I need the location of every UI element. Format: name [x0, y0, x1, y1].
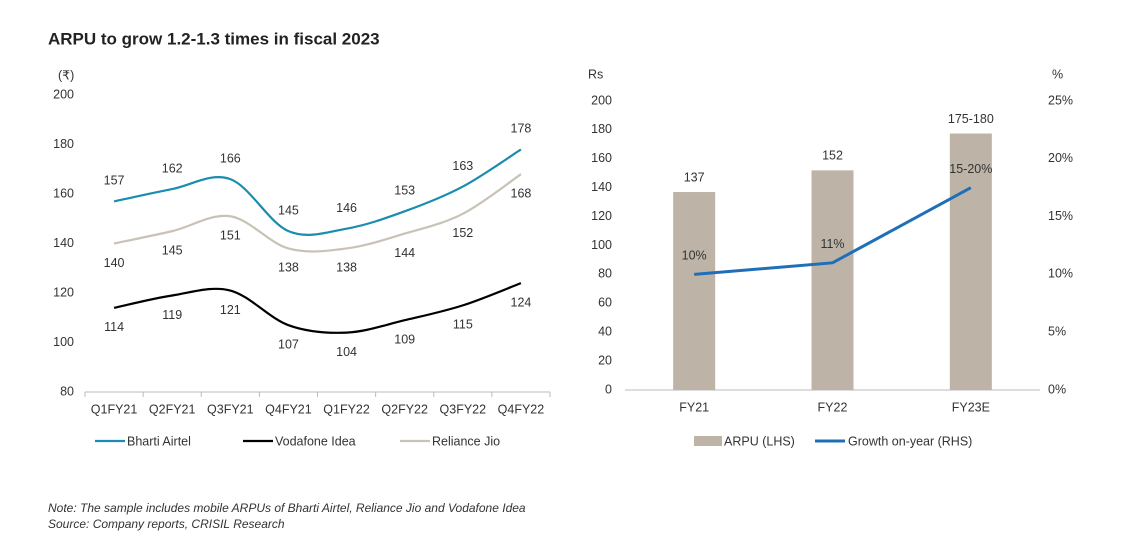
y-tick-label: 160 [591, 151, 612, 165]
data-label: 146 [336, 201, 357, 215]
data-label: 119 [162, 308, 182, 322]
x-tick-label: Q3FY22 [440, 402, 487, 416]
data-label: 168 [511, 186, 532, 200]
data-label: 104 [336, 345, 357, 359]
data-label: 151 [220, 229, 241, 243]
data-label: 162 [162, 161, 183, 175]
data-label: 10% [682, 249, 707, 263]
data-label: 166 [220, 151, 241, 165]
y-tick-label: 120 [53, 285, 74, 299]
y-tick-label: 60 [598, 296, 612, 310]
y-tick-label: 160 [53, 186, 74, 200]
y-tick-label: 100 [53, 335, 74, 349]
legend-label: Reliance Jio [432, 434, 500, 448]
y2-tick-label: 0% [1048, 382, 1066, 396]
data-label: 145 [162, 243, 183, 257]
data-label: 140 [104, 256, 125, 270]
y-tick-label: 180 [591, 122, 612, 136]
x-tick-label: FY21 [679, 400, 709, 414]
legend-swatch [694, 436, 722, 446]
x-tick-label: Q4FY22 [498, 402, 545, 416]
y2-tick-label: 25% [1048, 93, 1073, 107]
data-label: 137 [684, 170, 705, 184]
legend-label: Vodafone Idea [275, 434, 356, 448]
data-label: 114 [104, 320, 124, 334]
data-label: 138 [278, 261, 299, 275]
y-tick-label: 0 [605, 382, 612, 396]
x-tick-label: Q3FY21 [207, 402, 254, 416]
y-tick-label: 100 [591, 238, 612, 252]
bar [949, 133, 992, 390]
x-tick-label: FY23E [952, 400, 990, 414]
data-label: 163 [452, 159, 473, 173]
legend-label: Growth on-year (RHS) [848, 434, 972, 448]
data-label: 152 [822, 149, 843, 163]
data-label: 124 [511, 295, 532, 309]
y-axis-label: Rs [588, 67, 603, 81]
x-tick-label: Q4FY21 [265, 402, 312, 416]
x-tick-label: Q1FY22 [323, 402, 370, 416]
data-label: 157 [104, 174, 125, 188]
bar [673, 192, 716, 390]
x-tick-label: FY22 [818, 400, 848, 414]
data-label: 121 [220, 303, 241, 317]
source: Source: Company reports, CRISIL Research [48, 517, 285, 531]
data-label: 145 [278, 203, 299, 217]
data-label: 178 [511, 122, 532, 136]
data-label: 107 [278, 337, 299, 351]
y2-tick-label: 20% [1048, 151, 1073, 165]
y2-tick-label: 10% [1048, 267, 1073, 281]
y-tick-label: 120 [591, 209, 612, 223]
data-label: 153 [394, 184, 415, 198]
y-tick-label: 80 [598, 267, 612, 281]
data-label: 115 [453, 318, 473, 332]
y-tick-label: 80 [60, 384, 74, 398]
bar [811, 170, 854, 390]
legend-label: Bharti Airtel [127, 434, 191, 448]
y2-axis-label: % [1052, 67, 1063, 81]
data-label: 152 [452, 226, 473, 240]
line-series [113, 173, 522, 253]
chart-title: ARPU to grow 1.2-1.3 times in fiscal 202… [48, 29, 380, 48]
data-label: 175-180 [948, 112, 994, 126]
line-series [113, 282, 522, 334]
y-axis-label: (₹) [58, 68, 74, 82]
y-tick-label: 180 [53, 137, 74, 151]
data-label: 138 [336, 261, 357, 275]
data-label: 15-20% [949, 162, 992, 176]
y2-tick-label: 5% [1048, 324, 1066, 338]
y2-tick-label: 15% [1048, 209, 1073, 223]
x-tick-label: Q2FY21 [149, 402, 196, 416]
data-label: 144 [394, 246, 415, 260]
y-tick-label: 200 [53, 87, 74, 101]
data-label: 11% [820, 237, 844, 251]
line-series [113, 148, 522, 236]
legend-label: ARPU (LHS) [724, 434, 795, 448]
line-series [694, 186, 972, 276]
y-tick-label: 40 [598, 324, 612, 338]
y-tick-label: 20 [598, 353, 612, 367]
note: Note: The sample includes mobile ARPUs o… [48, 501, 526, 515]
x-tick-label: Q2FY22 [381, 402, 428, 416]
y-tick-label: 200 [591, 93, 612, 107]
x-tick-label: Q1FY21 [91, 402, 138, 416]
y-tick-label: 140 [53, 236, 74, 250]
y-tick-label: 140 [591, 180, 612, 194]
data-label: 109 [394, 333, 415, 347]
